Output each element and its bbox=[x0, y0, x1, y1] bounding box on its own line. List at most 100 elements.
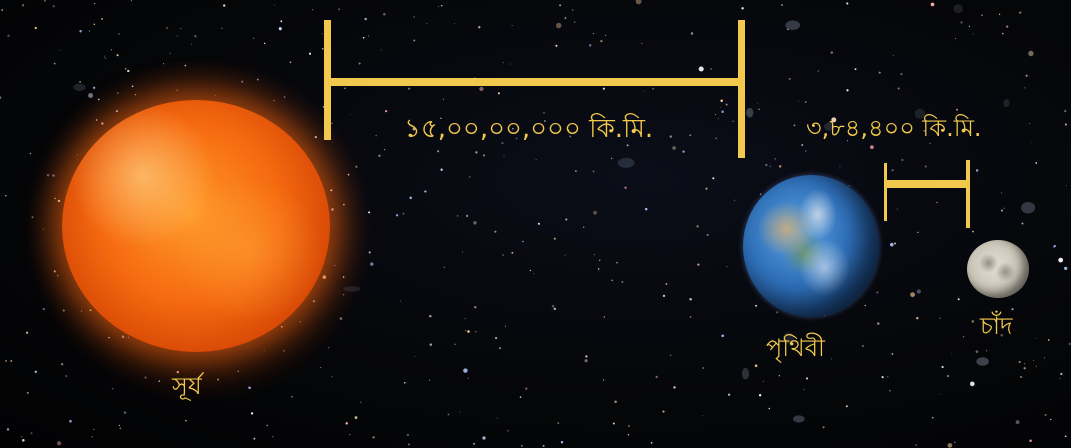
star bbox=[60, 49, 61, 51]
star bbox=[263, 42, 266, 45]
star bbox=[901, 158, 904, 162]
star bbox=[409, 196, 412, 200]
star bbox=[975, 169, 979, 172]
star bbox=[936, 201, 938, 204]
star bbox=[565, 218, 568, 221]
star bbox=[710, 68, 712, 70]
star bbox=[804, 101, 807, 104]
star bbox=[1029, 439, 1032, 443]
star bbox=[954, 38, 956, 39]
star bbox=[975, 350, 979, 353]
star bbox=[542, 444, 545, 447]
star bbox=[593, 254, 595, 256]
star bbox=[428, 379, 431, 381]
star bbox=[612, 422, 615, 425]
star bbox=[278, 27, 282, 31]
star bbox=[702, 367, 705, 369]
star bbox=[30, 432, 33, 435]
star bbox=[404, 382, 406, 384]
star bbox=[643, 90, 645, 92]
star bbox=[543, 120, 546, 122]
star bbox=[52, 5, 55, 8]
star bbox=[588, 44, 592, 47]
star bbox=[467, 330, 470, 333]
star bbox=[564, 254, 566, 256]
star bbox=[474, 306, 477, 309]
star bbox=[1000, 333, 1004, 337]
star bbox=[6, 428, 10, 431]
star bbox=[689, 134, 692, 137]
star bbox=[892, 55, 894, 57]
star bbox=[924, 165, 927, 168]
star bbox=[715, 137, 717, 140]
star bbox=[440, 117, 442, 119]
star bbox=[79, 80, 82, 83]
distant-galaxy bbox=[785, 20, 800, 31]
star bbox=[981, 14, 983, 17]
star bbox=[510, 63, 512, 65]
star bbox=[250, 412, 254, 415]
star bbox=[266, 424, 269, 427]
star bbox=[621, 280, 624, 283]
star bbox=[627, 433, 630, 436]
sun-earth-distance-label: ১৫,০০,০০,০০০ কি.মি. bbox=[404, 114, 654, 144]
star bbox=[26, 331, 29, 334]
star bbox=[845, 405, 848, 408]
star bbox=[972, 33, 974, 35]
earth-label: পৃথিবী bbox=[766, 334, 825, 362]
star bbox=[125, 68, 127, 70]
star bbox=[597, 268, 600, 270]
star bbox=[1006, 25, 1009, 28]
star bbox=[473, 221, 477, 225]
star bbox=[535, 159, 537, 161]
star bbox=[946, 375, 949, 377]
star bbox=[533, 273, 535, 275]
star bbox=[454, 22, 455, 24]
star bbox=[194, 34, 197, 38]
star bbox=[891, 353, 894, 355]
star bbox=[793, 124, 796, 127]
star bbox=[705, 187, 708, 190]
star bbox=[923, 129, 926, 132]
star bbox=[1011, 308, 1014, 311]
star bbox=[358, 62, 361, 65]
star bbox=[614, 400, 617, 403]
star bbox=[584, 359, 588, 363]
star bbox=[801, 144, 804, 146]
star bbox=[573, 21, 576, 23]
distant-galaxy bbox=[976, 357, 989, 366]
star bbox=[1033, 359, 1035, 361]
star bbox=[497, 92, 501, 95]
star bbox=[1064, 435, 1067, 438]
star bbox=[725, 103, 728, 106]
star bbox=[311, 9, 314, 11]
moon-image bbox=[967, 240, 1029, 298]
sun-earth-distance-line bbox=[331, 78, 738, 86]
star bbox=[891, 169, 894, 172]
star bbox=[360, 401, 362, 403]
star bbox=[719, 106, 721, 108]
star bbox=[1064, 123, 1067, 126]
star bbox=[769, 165, 772, 168]
star bbox=[364, 17, 367, 21]
earth-image bbox=[743, 175, 879, 317]
star bbox=[383, 13, 386, 16]
star bbox=[221, 27, 223, 29]
star bbox=[600, 39, 603, 43]
star bbox=[437, 6, 439, 8]
star bbox=[511, 24, 513, 26]
star bbox=[560, 441, 564, 444]
star bbox=[414, 356, 416, 357]
star bbox=[320, 366, 322, 369]
star bbox=[1060, 372, 1063, 375]
earth-moon-bracket-right bbox=[966, 160, 970, 228]
star bbox=[605, 34, 607, 37]
star bbox=[915, 444, 918, 446]
star bbox=[951, 353, 953, 355]
star bbox=[941, 365, 944, 369]
star bbox=[968, 25, 971, 27]
star bbox=[271, 435, 274, 438]
star bbox=[1021, 376, 1023, 378]
star bbox=[1018, 11, 1022, 14]
